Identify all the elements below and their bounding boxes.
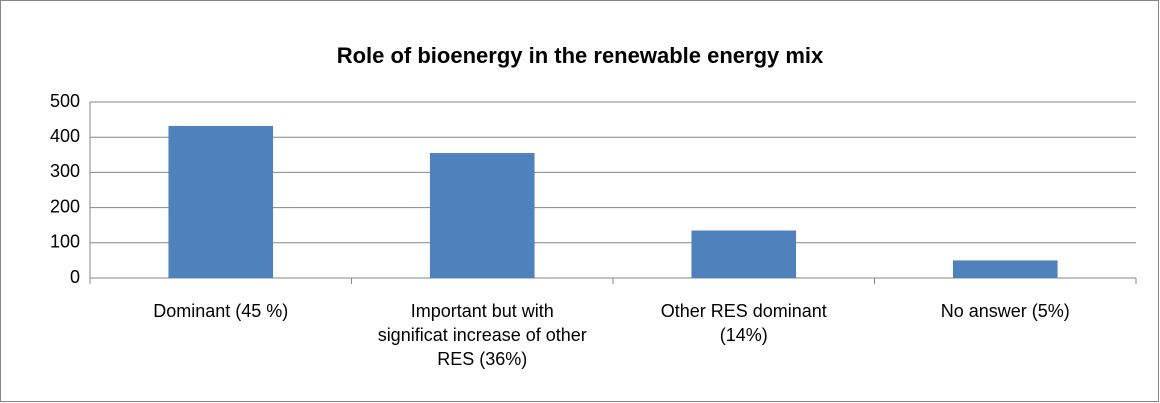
bar (429, 153, 535, 278)
x-tick-label: Other RES dominant (14%) (660, 301, 827, 345)
y-tick-label: 500 (50, 91, 80, 111)
bar (168, 125, 274, 278)
bar (691, 230, 797, 278)
x-tick-label: Dominant (45 %) (153, 301, 289, 321)
x-tick-label: No answer (5%) (940, 301, 1070, 321)
y-tick-label: 100 (50, 232, 80, 252)
y-tick-label: 200 (50, 196, 80, 216)
x-tick-label: Important but with significat increase o… (377, 301, 587, 369)
chart-title: Role of bioenergy in the renewable energ… (337, 43, 824, 68)
bar (952, 260, 1058, 278)
y-tick-label: 0 (70, 267, 80, 287)
y-tick-label: 300 (50, 161, 80, 181)
y-tick-label: 400 (50, 126, 80, 146)
